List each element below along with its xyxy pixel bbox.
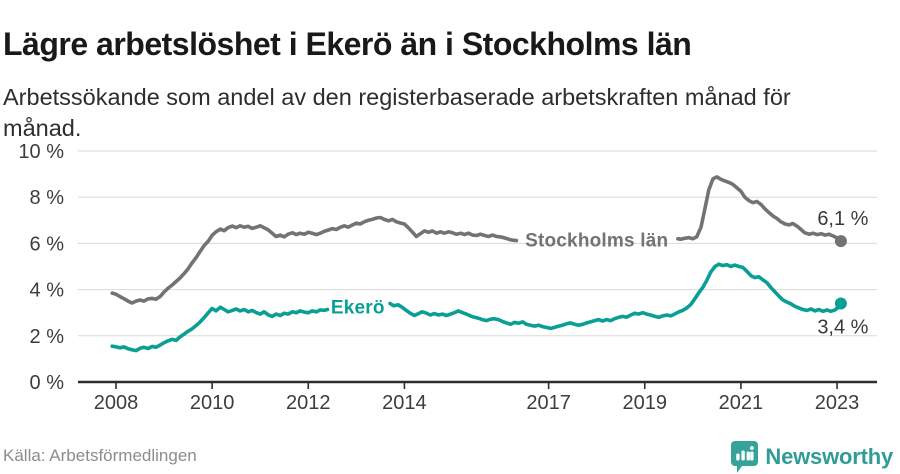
y-axis-label: 8 % — [30, 187, 65, 209]
x-axis-label: 2014 — [382, 392, 427, 414]
series-name-label: Stockholms län — [525, 230, 668, 251]
y-axis-label: 6 % — [30, 233, 65, 255]
series-line-stockholms-l-n — [110, 215, 519, 305]
series-name-label: Ekerö — [331, 298, 385, 319]
x-axis-label: 2012 — [286, 392, 331, 414]
unemployment-line-chart: 0 % 2 % 4 % 6 % 8 % 10 % 2008 2010 2012 2014 2017 2… — [18, 141, 877, 414]
series-end-dot — [834, 297, 847, 310]
y-axis-label: 0 % — [30, 372, 65, 394]
series-end-value-label: 6,1 % — [817, 208, 868, 230]
series-line-stockholms-l-n — [676, 175, 843, 243]
source-note: Källa: Arbetsförmedlingen — [3, 446, 197, 465]
chart-subtitle: Arbetssökande som andel av den registerb… — [3, 83, 791, 142]
series-line-eker- — [388, 262, 843, 331]
x-axis-label: 2017 — [526, 392, 571, 414]
y-axis-label: 4 % — [30, 280, 65, 302]
x-axis-label: 2019 — [623, 392, 668, 414]
brand-name: Newsworthy — [765, 444, 893, 469]
page-title: Lägre arbetslöshet i Ekerö än i Stockhol… — [3, 26, 692, 63]
x-axis-label: 2008 — [94, 392, 139, 414]
newsworthy-brand: Newsworthy — [731, 440, 893, 473]
newsworthy-logo-icon — [731, 440, 759, 473]
series-end-value-label: 3,4 % — [817, 316, 868, 338]
x-axis-label: 2023 — [815, 392, 860, 414]
y-axis-label: 2 % — [30, 326, 65, 348]
series-end-dot — [834, 235, 847, 248]
series-line-eker- — [110, 305, 330, 353]
x-axis-label: 2010 — [190, 392, 235, 414]
y-axis-label: 10 % — [18, 141, 64, 163]
x-axis-label: 2021 — [719, 392, 764, 414]
